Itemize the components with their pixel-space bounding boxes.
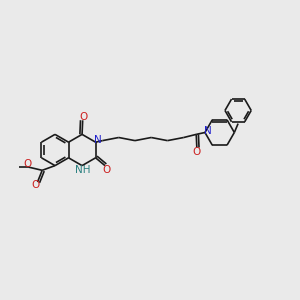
Text: O: O	[193, 147, 201, 157]
Text: NH: NH	[75, 165, 90, 175]
Text: O: O	[102, 165, 111, 175]
Text: N: N	[204, 126, 212, 136]
Text: N: N	[94, 135, 102, 145]
Text: O: O	[23, 159, 32, 169]
Text: O: O	[79, 112, 87, 122]
Text: O: O	[32, 180, 40, 190]
